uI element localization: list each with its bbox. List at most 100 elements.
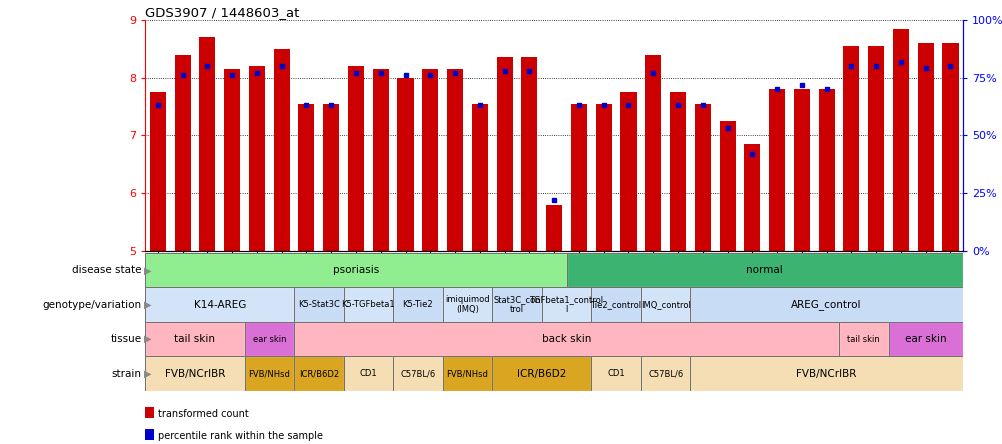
Bar — [917, 43, 933, 251]
Bar — [344, 288, 393, 322]
Bar — [541, 288, 591, 322]
Bar — [244, 322, 294, 356]
Text: CD1: CD1 — [606, 369, 624, 378]
Bar — [244, 356, 294, 391]
Bar — [492, 356, 591, 391]
Bar — [492, 356, 591, 391]
Text: C57BL/6: C57BL/6 — [647, 369, 682, 378]
Bar — [640, 288, 689, 322]
Bar — [145, 429, 154, 440]
Bar — [566, 253, 962, 288]
Text: back skin: back skin — [541, 334, 590, 344]
Bar — [393, 288, 442, 322]
Bar — [299, 104, 315, 251]
Text: AREG_control: AREG_control — [791, 299, 861, 310]
Text: imiquimod
(IMQ): imiquimod (IMQ) — [445, 295, 489, 314]
Bar — [145, 288, 294, 322]
Bar — [422, 69, 438, 251]
Bar — [294, 288, 344, 322]
Bar — [640, 356, 689, 391]
Bar — [888, 322, 962, 356]
Bar — [471, 104, 487, 251]
Bar — [669, 92, 685, 251]
Bar — [694, 104, 710, 251]
Bar — [595, 104, 611, 251]
Text: tail skin: tail skin — [174, 334, 215, 344]
Bar — [541, 288, 591, 322]
Bar — [689, 288, 962, 322]
Bar — [640, 356, 689, 391]
Bar — [348, 66, 364, 251]
Bar — [294, 356, 344, 391]
Text: FVB/NCrIBR: FVB/NCrIBR — [164, 369, 224, 379]
Text: TGFbeta1_control
l: TGFbeta1_control l — [529, 295, 603, 314]
Text: ICR/B6D2: ICR/B6D2 — [299, 369, 339, 378]
Text: FVB/NHsd: FVB/NHsd — [248, 369, 290, 378]
Bar — [868, 46, 884, 251]
Bar — [294, 356, 344, 391]
Bar — [145, 253, 566, 288]
Bar — [566, 253, 962, 288]
Bar — [294, 322, 839, 356]
Text: transformed count: transformed count — [158, 408, 248, 419]
Bar — [644, 55, 660, 251]
Text: K5-Stat3C: K5-Stat3C — [298, 300, 340, 309]
Bar — [591, 288, 640, 322]
Text: FVB/NHsd: FVB/NHsd — [446, 369, 488, 378]
Bar — [689, 356, 962, 391]
Text: ear skin: ear skin — [253, 335, 286, 344]
Text: psoriasis: psoriasis — [333, 265, 379, 275]
Bar — [323, 104, 339, 251]
Text: ▶: ▶ — [144, 369, 151, 379]
Bar — [640, 288, 689, 322]
Bar — [145, 356, 244, 391]
Bar — [145, 253, 566, 288]
Bar — [743, 144, 760, 251]
Text: FVB/NCrIBR: FVB/NCrIBR — [796, 369, 856, 379]
Bar — [274, 49, 290, 251]
Bar — [244, 322, 294, 356]
Text: Tie2_control: Tie2_control — [590, 300, 641, 309]
Bar — [718, 121, 734, 251]
Text: ▶: ▶ — [144, 334, 151, 344]
Text: IMQ_control: IMQ_control — [640, 300, 689, 309]
Text: K5-TGFbeta1: K5-TGFbeta1 — [342, 300, 395, 309]
Bar — [244, 356, 294, 391]
Text: K5-Tie2: K5-Tie2 — [402, 300, 433, 309]
Text: K14-AREG: K14-AREG — [193, 300, 245, 310]
Bar — [843, 46, 859, 251]
Bar — [248, 66, 265, 251]
Text: ▶: ▶ — [144, 265, 151, 275]
Bar — [442, 356, 492, 391]
Text: tail skin: tail skin — [847, 335, 880, 344]
Text: ICR/B6D2: ICR/B6D2 — [517, 369, 566, 379]
Bar — [492, 288, 541, 322]
Bar — [145, 322, 244, 356]
Bar — [442, 356, 492, 391]
Text: percentile rank within the sample: percentile rank within the sample — [158, 431, 323, 440]
Bar — [145, 288, 294, 322]
Text: GDS3907 / 1448603_at: GDS3907 / 1448603_at — [145, 6, 300, 19]
Bar — [793, 89, 809, 251]
Text: genotype/variation: genotype/variation — [42, 300, 141, 310]
Bar — [344, 356, 393, 391]
Text: tissue: tissue — [110, 334, 141, 344]
Bar — [145, 407, 154, 418]
Text: disease state: disease state — [72, 265, 141, 275]
Bar — [373, 69, 389, 251]
Bar — [393, 288, 442, 322]
Bar — [344, 288, 393, 322]
Bar — [570, 104, 586, 251]
Text: C57BL/6: C57BL/6 — [400, 369, 435, 378]
Bar — [689, 356, 962, 391]
Bar — [492, 288, 541, 322]
Text: strain: strain — [111, 369, 141, 379]
Bar — [294, 288, 344, 322]
Bar — [591, 356, 640, 391]
Bar — [888, 322, 962, 356]
Bar — [174, 55, 190, 251]
Bar — [620, 92, 636, 251]
Bar — [545, 205, 562, 251]
Bar — [393, 356, 442, 391]
Bar — [591, 288, 640, 322]
